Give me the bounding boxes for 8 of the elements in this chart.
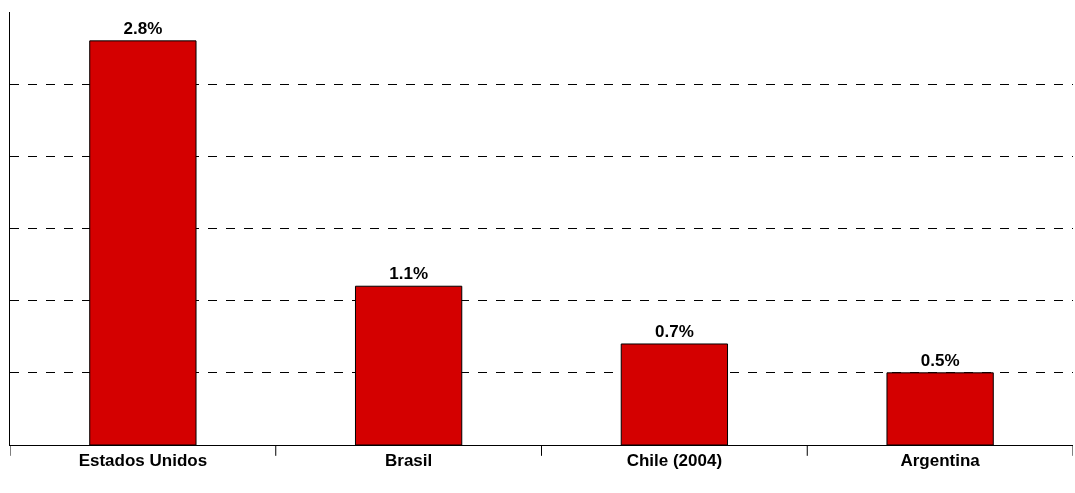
data-label: 0.5% (920, 350, 960, 370)
data-label: 2.8% (123, 18, 163, 38)
x-tick-label: Chile (2004) (626, 451, 723, 471)
data-label: 1.1% (389, 264, 429, 284)
x-tick-label: Estados Unidos (78, 451, 208, 471)
x-tick-label: Argentina (900, 451, 981, 471)
x-tick-label: Brasil (385, 451, 433, 471)
data-label: 0.7% (655, 321, 694, 341)
